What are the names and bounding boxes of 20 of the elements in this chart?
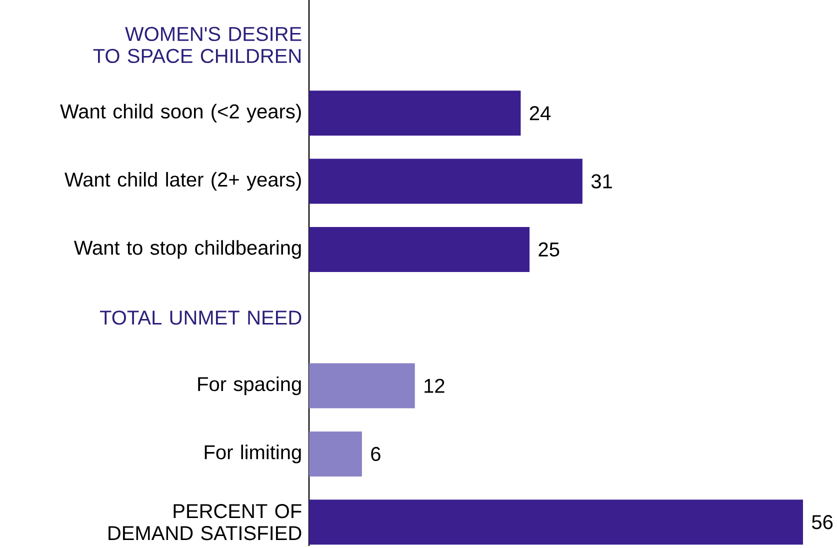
y-tick-label: PERCENT OF DEMAND SATISFIED xyxy=(108,504,302,540)
data-label: 31 xyxy=(591,174,612,188)
y-tick-label: For limiting xyxy=(204,444,301,464)
data-label: 24 xyxy=(530,106,551,120)
bar xyxy=(309,226,530,272)
y-tick-label: Want to stop childbearing xyxy=(74,240,301,259)
y-tick-label: Want child later (2+ years) xyxy=(64,172,301,191)
y-tick-label: WOMEN'S DESIRE TO SPACE CHILDREN xyxy=(93,26,302,64)
data-label: 25 xyxy=(538,242,560,257)
bar xyxy=(309,158,582,204)
bar xyxy=(309,363,415,408)
bar xyxy=(309,431,362,476)
y-tick-label: For spacing xyxy=(198,376,301,396)
data-label: 6 xyxy=(371,446,380,462)
data-label: 12 xyxy=(424,378,444,393)
y-tick-label: TOTAL UNMET NEED xyxy=(100,310,302,325)
y-tick-label: Want child soon (<2 years) xyxy=(60,104,301,122)
bar xyxy=(309,500,803,545)
data-label: 56 xyxy=(812,515,833,530)
bar xyxy=(309,90,521,136)
